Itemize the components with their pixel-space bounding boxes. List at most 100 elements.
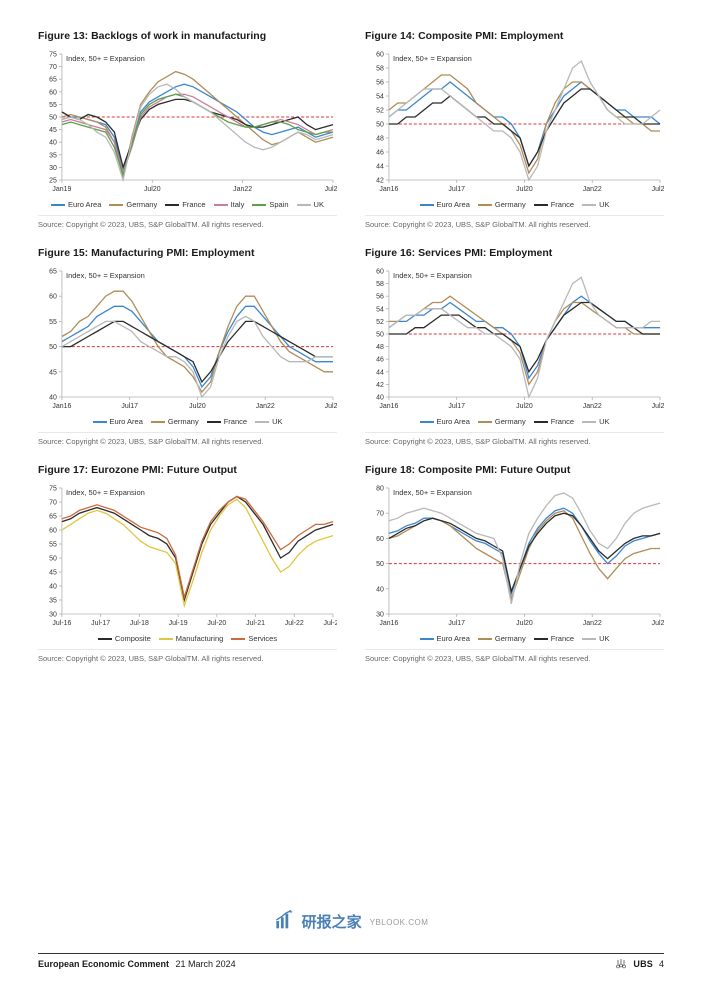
svg-text:60: 60	[376, 536, 384, 543]
legend-label: Italy	[231, 200, 245, 209]
chart-legend: Euro AreaGermanyFranceUK	[365, 417, 664, 426]
legend-label: Euro Area	[437, 200, 470, 209]
legend-item: UK	[255, 417, 282, 426]
legend-item: Manufacturing	[159, 634, 224, 643]
legend-swatch	[478, 638, 492, 640]
legend-label: Manufacturing	[176, 634, 224, 643]
chart-source: Source: Copyright © 2023, UBS, S&P Globa…	[365, 432, 664, 446]
svg-text:54: 54	[376, 93, 384, 100]
watermark-icon	[274, 910, 296, 932]
chart-source: Source: Copyright © 2023, UBS, S&P Globa…	[365, 649, 664, 663]
legend-label: UK	[599, 417, 609, 426]
legend-swatch	[420, 638, 434, 640]
svg-text:40: 40	[49, 140, 57, 147]
svg-text:65: 65	[49, 513, 57, 520]
svg-text:Jul17: Jul17	[121, 403, 138, 410]
svg-text:Jul20: Jul20	[516, 186, 533, 193]
legend-label: Germany	[126, 200, 157, 209]
chart-fig18: Figure 18: Composite PMI: Future Output 3…	[365, 464, 664, 663]
legend-swatch	[420, 204, 434, 206]
chart-plot: 30354045505560657075Jul-16Jul-17Jul-18Ju…	[38, 482, 337, 632]
svg-text:Jul20: Jul20	[516, 403, 533, 410]
svg-text:Jan22: Jan22	[233, 186, 252, 193]
legend-item: Italy	[214, 200, 245, 209]
legend-item: Germany	[478, 200, 526, 209]
chart-annotation: Index, 50+ = Expansion	[66, 271, 145, 280]
legend-swatch	[582, 204, 596, 206]
legend-label: Germany	[495, 200, 526, 209]
svg-text:50: 50	[376, 331, 384, 338]
watermark: 研报之家 YBLOOK.COM	[274, 910, 429, 932]
legend-label: Germany	[168, 417, 199, 426]
svg-text:56: 56	[376, 294, 384, 301]
ubs-keys-icon	[615, 958, 627, 970]
charts-grid: Figure 13: Backlogs of work in manufactu…	[38, 30, 664, 663]
chart-title: Figure 18: Composite PMI: Future Output	[365, 464, 664, 476]
svg-text:Jul20: Jul20	[144, 186, 161, 193]
svg-text:Jan16: Jan16	[379, 403, 398, 410]
legend-label: Spain	[269, 200, 288, 209]
legend-label: Euro Area	[110, 417, 143, 426]
svg-text:Jul17: Jul17	[448, 403, 465, 410]
page-footer: European Economic Comment 21 March 2024 …	[38, 953, 664, 970]
svg-text:65: 65	[49, 268, 57, 275]
chart-source: Source: Copyright © 2023, UBS, S&P Globa…	[38, 432, 337, 446]
svg-text:58: 58	[376, 65, 384, 72]
legend-swatch	[207, 421, 221, 423]
chart-title: Figure 15: Manufacturing PMI: Employment	[38, 247, 337, 259]
legend-item: Euro Area	[420, 634, 470, 643]
legend-label: Euro Area	[437, 417, 470, 426]
footer-date: 21 March 2024	[176, 959, 236, 969]
svg-text:Jul-22: Jul-22	[285, 620, 304, 627]
svg-text:30: 30	[376, 611, 384, 618]
svg-text:60: 60	[49, 89, 57, 96]
svg-text:48: 48	[376, 135, 384, 142]
chart-source: Source: Copyright © 2023, UBS, S&P Globa…	[365, 215, 664, 229]
chart-fig16: Figure 16: Services PMI: Employment40424…	[365, 247, 664, 446]
chart-plot: 4042444648505254565860Jan16Jul17Jul20Jan…	[365, 265, 664, 415]
svg-text:44: 44	[376, 369, 384, 376]
legend-item: Spain	[252, 200, 288, 209]
svg-text:42: 42	[376, 177, 384, 184]
legend-item: France	[534, 200, 574, 209]
svg-text:Jan16: Jan16	[52, 403, 71, 410]
legend-label: UK	[599, 634, 609, 643]
legend-item: Euro Area	[420, 417, 470, 426]
chart-title: Figure 16: Services PMI: Employment	[365, 247, 664, 259]
chart-legend: Euro AreaGermanyFranceUK	[365, 200, 664, 209]
svg-text:65: 65	[49, 77, 57, 84]
legend-label: Germany	[495, 634, 526, 643]
svg-text:Jul-16: Jul-16	[52, 620, 71, 627]
chart-annotation: Index, 50+ = Expansion	[66, 54, 145, 63]
legend-swatch	[98, 638, 112, 640]
legend-swatch	[93, 421, 107, 423]
svg-text:Jan22: Jan22	[256, 403, 275, 410]
legend-swatch	[165, 204, 179, 206]
svg-text:60: 60	[376, 268, 384, 275]
legend-swatch	[478, 204, 492, 206]
svg-text:40: 40	[49, 583, 57, 590]
svg-text:48: 48	[376, 344, 384, 351]
legend-item: Euro Area	[420, 200, 470, 209]
legend-swatch	[214, 204, 228, 206]
legend-swatch	[582, 638, 596, 640]
legend-label: Euro Area	[437, 634, 470, 643]
legend-item: Germany	[109, 200, 157, 209]
svg-text:Jul-19: Jul-19	[169, 620, 188, 627]
svg-text:35: 35	[49, 152, 57, 159]
legend-swatch	[534, 638, 548, 640]
legend-item: France	[207, 417, 247, 426]
legend-label: France	[551, 200, 574, 209]
svg-text:46: 46	[376, 149, 384, 156]
svg-text:Jul-18: Jul-18	[130, 620, 149, 627]
svg-text:Jan19: Jan19	[52, 186, 71, 193]
svg-text:55: 55	[49, 541, 57, 548]
chart-fig17: Figure 17: Eurozone PMI: Future Output30…	[38, 464, 337, 663]
legend-swatch	[582, 421, 596, 423]
svg-text:50: 50	[49, 555, 57, 562]
chart-annotation: Index, 50+ = Expansion	[66, 488, 145, 497]
legend-item: UK	[582, 417, 609, 426]
svg-text:45: 45	[49, 369, 57, 376]
svg-text:42: 42	[376, 382, 384, 389]
legend-swatch	[420, 421, 434, 423]
